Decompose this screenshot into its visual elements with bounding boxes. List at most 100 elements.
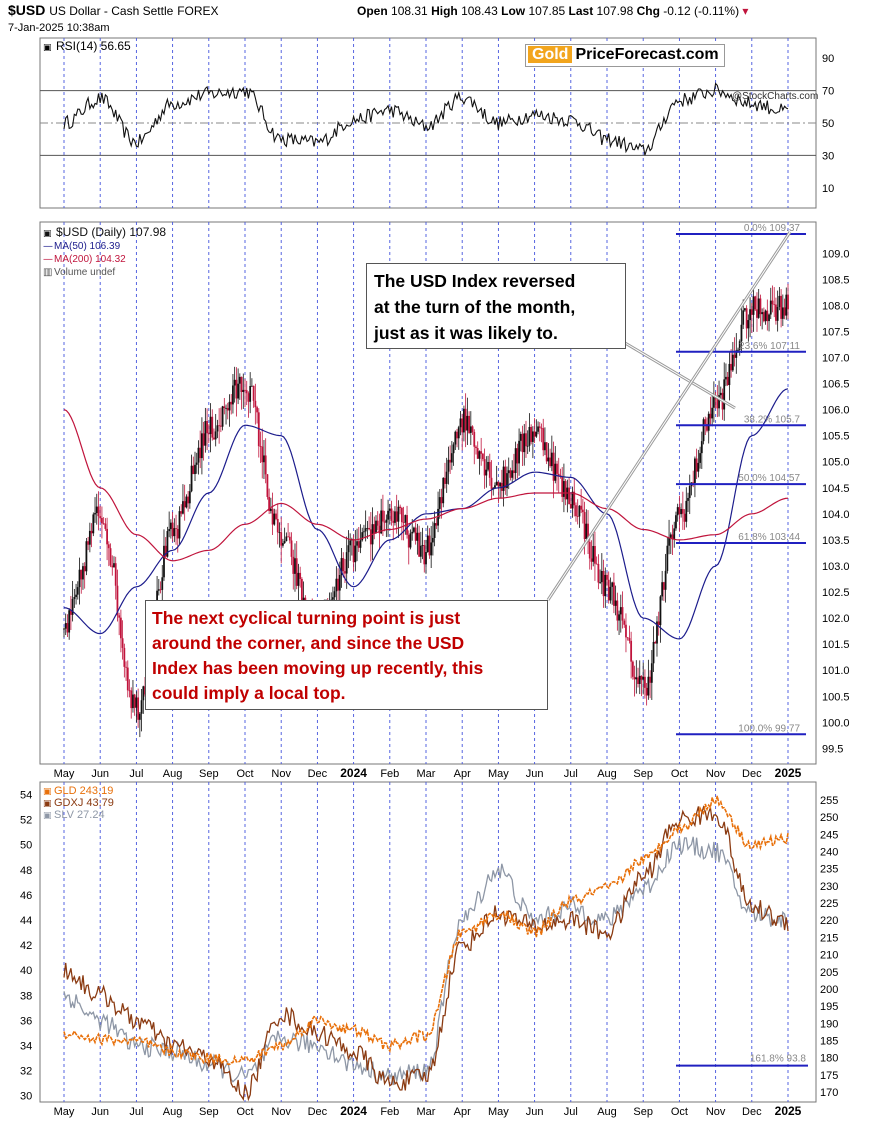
- y-tick-label: 10: [822, 183, 834, 195]
- candle-body: [709, 413, 712, 419]
- x-tick-label: Mar: [417, 1106, 436, 1118]
- candle-body: [757, 298, 760, 318]
- candle-body: [550, 452, 553, 467]
- candle-body: [657, 621, 660, 626]
- rsi-line: [63, 82, 789, 156]
- candle-body: [332, 597, 334, 600]
- x-tick-label: Feb: [380, 1106, 399, 1118]
- callout-line: The next cyclical turning point is just: [152, 608, 461, 628]
- candle-body: [271, 508, 274, 525]
- candle-body: [742, 310, 745, 325]
- candle-body: [219, 425, 222, 427]
- candle-body: [76, 587, 79, 595]
- candle-body: [418, 532, 421, 557]
- x-tick-label: Apr: [454, 1106, 471, 1118]
- candle-body: [473, 431, 476, 447]
- x-tick-label: Jun: [91, 1106, 109, 1118]
- candle-body: [297, 572, 300, 586]
- candle-body: [80, 569, 83, 580]
- candle-body: [244, 389, 246, 391]
- candle-body: [490, 477, 493, 489]
- candle-body: [578, 505, 581, 517]
- candle-body: [373, 524, 376, 533]
- callout-usd-reversal: The USD Index reversed at the turn of th…: [366, 263, 626, 349]
- candle-body: [132, 694, 134, 709]
- candle-body: [516, 448, 519, 464]
- x-tick-label: Dec: [308, 1106, 328, 1118]
- candle-body: [680, 509, 683, 515]
- candle-body: [675, 515, 677, 529]
- candle-body: [585, 523, 588, 540]
- candle-body: [168, 529, 171, 532]
- fibonacci-label: 50.0% 104.57: [738, 473, 800, 484]
- y-tick-label: 104.5: [822, 483, 850, 495]
- candle-body: [647, 676, 650, 696]
- candle-body: [183, 501, 186, 508]
- candle-body: [118, 615, 121, 618]
- candle-body: [142, 686, 145, 701]
- candle-body: [768, 314, 770, 322]
- candle-body: [161, 577, 164, 590]
- candle-body: [475, 446, 477, 449]
- candle-body: [650, 663, 653, 683]
- y-tick-label: 101.5: [822, 639, 850, 651]
- candle-body: [433, 523, 436, 538]
- x-tick-label: 2025: [775, 1104, 802, 1118]
- legend-icon: ▣: [43, 811, 52, 821]
- candle-body: [614, 600, 617, 606]
- x-tick-label: Sep: [633, 1106, 653, 1118]
- candle-body: [616, 600, 619, 621]
- candle-body: [695, 458, 698, 472]
- candle-body: [773, 304, 776, 306]
- candle-body: [461, 418, 464, 433]
- y-tick-label-left: 38: [20, 990, 32, 1002]
- candle-body: [464, 408, 467, 431]
- y-tick-label: 30: [822, 150, 834, 162]
- candle-body: [612, 582, 615, 606]
- candle-body: [778, 295, 781, 307]
- candle-body: [631, 661, 634, 677]
- candle-body: [204, 421, 207, 446]
- candle-body: [731, 354, 734, 371]
- candle-body: [233, 379, 236, 386]
- candle-body: [94, 513, 96, 515]
- y-tick-label-right: 185: [820, 1035, 838, 1047]
- candle-body: [783, 307, 786, 316]
- candle-body: [294, 558, 296, 574]
- candle-body: [388, 508, 391, 511]
- candle-body: [431, 537, 434, 543]
- x-tick-label: 2024: [340, 766, 367, 780]
- y-tick-label-right: 195: [820, 1001, 838, 1013]
- candle-body: [299, 572, 302, 579]
- candle-body: [485, 469, 488, 476]
- rsi-legend-icon: ▣: [43, 43, 52, 53]
- candle-body: [519, 433, 522, 441]
- moving-average-line: [63, 388, 789, 640]
- candle-body: [138, 713, 141, 720]
- legend-entry: MA(50) 106.39: [54, 241, 121, 252]
- callout-line: just as it was likely to.: [374, 323, 558, 343]
- fibonacci-label: 0.0% 109.37: [744, 223, 801, 234]
- candle-body: [569, 504, 572, 509]
- candle-body: [661, 582, 664, 597]
- candle-body: [619, 607, 622, 615]
- legend-entry: $USD (Daily) 107.98: [56, 225, 166, 239]
- candle-body: [211, 416, 214, 438]
- last-label: Last: [568, 4, 594, 18]
- y-tick-label: 101.0: [822, 665, 850, 677]
- candle-body: [88, 530, 91, 545]
- x-tick-label: May: [488, 768, 509, 780]
- candle-body: [573, 491, 576, 506]
- candle-body: [242, 389, 245, 393]
- candle-body: [252, 385, 255, 401]
- chart-header: $USD US Dollar - Cash Settle FOREX: [8, 2, 219, 18]
- candle-body: [300, 578, 303, 605]
- candle-body: [68, 610, 71, 633]
- symbol: $USD: [8, 2, 46, 18]
- candle-body: [700, 441, 703, 454]
- x-tick-label: 2024: [340, 1104, 367, 1118]
- candle-body: [521, 433, 524, 453]
- candle-body: [718, 395, 720, 409]
- candle-body: [711, 407, 714, 419]
